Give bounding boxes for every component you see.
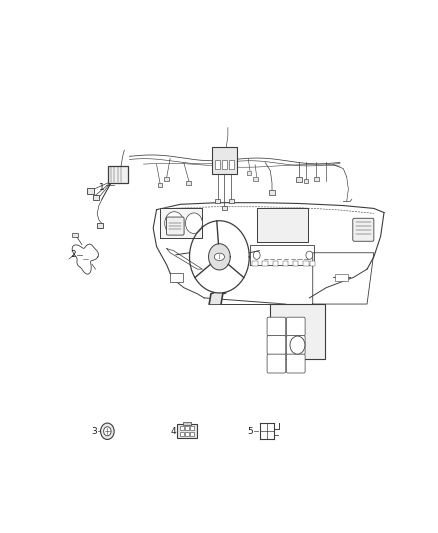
FancyBboxPatch shape	[177, 424, 197, 438]
Bar	[296, 177, 302, 182]
Bar	[180, 426, 184, 431]
Bar	[293, 261, 298, 266]
Bar	[97, 223, 103, 228]
Bar	[229, 199, 234, 204]
Bar	[303, 261, 309, 266]
Bar	[190, 426, 194, 431]
FancyBboxPatch shape	[353, 219, 374, 241]
Bar	[183, 422, 191, 425]
Circle shape	[165, 212, 184, 235]
Bar	[310, 261, 315, 266]
Bar	[253, 177, 258, 181]
Circle shape	[185, 213, 202, 233]
Polygon shape	[257, 208, 307, 243]
Circle shape	[290, 336, 305, 354]
FancyBboxPatch shape	[267, 336, 286, 354]
Text: J: J	[219, 254, 220, 260]
Bar	[262, 261, 268, 266]
FancyBboxPatch shape	[286, 317, 305, 336]
Bar	[185, 432, 189, 436]
Bar	[304, 179, 308, 183]
Bar	[283, 261, 288, 266]
FancyBboxPatch shape	[108, 166, 128, 183]
Bar	[185, 426, 189, 431]
Text: 1: 1	[99, 183, 105, 191]
Bar	[215, 160, 220, 168]
Bar	[273, 261, 278, 266]
Polygon shape	[209, 294, 223, 304]
Bar	[72, 233, 78, 237]
Bar	[222, 206, 227, 209]
Bar	[87, 188, 94, 193]
FancyBboxPatch shape	[286, 336, 305, 354]
FancyBboxPatch shape	[286, 354, 305, 373]
Bar	[229, 160, 234, 168]
Bar	[180, 432, 184, 436]
Bar	[215, 199, 220, 204]
Text: 2: 2	[71, 251, 76, 259]
FancyBboxPatch shape	[267, 354, 286, 373]
Circle shape	[253, 251, 260, 260]
Circle shape	[208, 244, 230, 270]
FancyBboxPatch shape	[267, 317, 286, 336]
Polygon shape	[160, 208, 202, 238]
Text: 3: 3	[91, 427, 97, 436]
FancyBboxPatch shape	[212, 147, 237, 174]
Bar	[170, 273, 183, 282]
Circle shape	[101, 423, 114, 440]
Bar	[252, 261, 258, 266]
Bar	[164, 177, 169, 181]
FancyBboxPatch shape	[166, 217, 184, 235]
Bar	[158, 183, 162, 187]
Bar	[247, 171, 251, 175]
Bar	[222, 160, 227, 168]
Bar	[93, 195, 99, 200]
Text: 4: 4	[171, 427, 177, 436]
Bar	[268, 190, 275, 195]
Circle shape	[104, 427, 111, 436]
Bar	[187, 181, 191, 185]
Ellipse shape	[214, 253, 224, 261]
Bar	[335, 274, 348, 281]
Circle shape	[306, 251, 313, 260]
Bar	[190, 432, 194, 436]
Text: 5: 5	[247, 427, 253, 436]
Bar	[314, 177, 318, 181]
Polygon shape	[270, 304, 325, 359]
